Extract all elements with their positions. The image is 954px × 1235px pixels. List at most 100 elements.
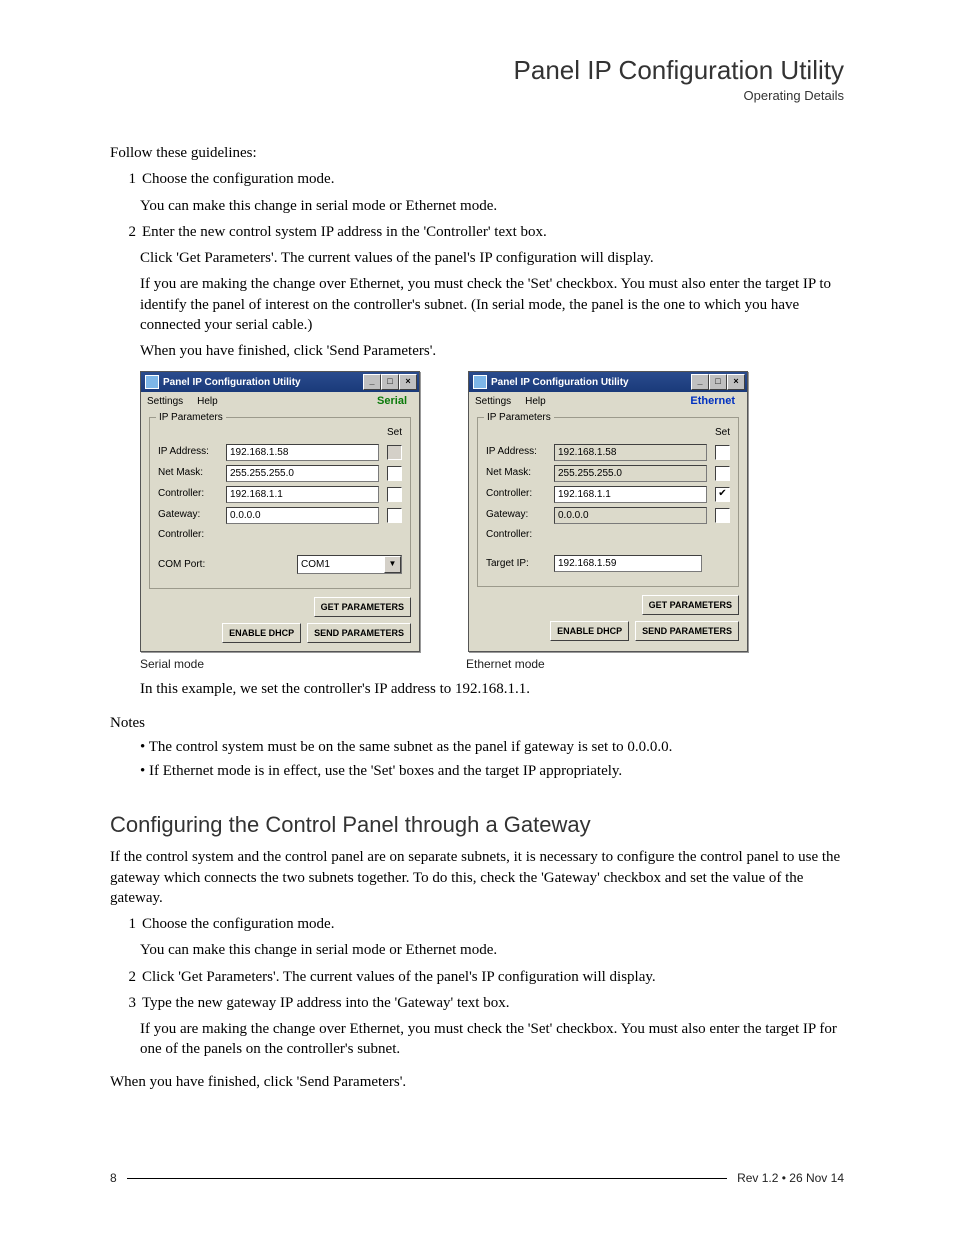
checkbox-gateway-set[interactable] [715,508,730,523]
gstep-1-num: 1 [122,914,136,934]
step-2-num: 2 [122,222,136,242]
minimize-button[interactable]: _ [363,374,381,390]
gstep-3: 3Type the new gateway IP address into th… [130,993,844,1013]
select-comport[interactable]: COM1 ▼ [297,555,402,574]
input-targetip[interactable]: 192.168.1.59 [554,555,702,572]
header-subtitle: Operating Details [110,88,844,103]
mode-label-serial: Serial [377,394,413,409]
maximize-button[interactable]: □ [381,374,399,390]
label-controller2: Controller: [486,528,554,542]
gstep-3-num: 3 [122,993,136,1013]
gstep-1: 1Choose the configuration mode. [130,914,844,934]
enable-dhcp-button[interactable]: ENABLE DHCP [550,621,629,641]
input-ip-readonly: 192.168.1.58 [554,444,707,461]
window-serial: Panel IP Configuration Utility _ □ × Set… [140,371,420,652]
checkbox-mask-set[interactable] [715,466,730,481]
gstep-1-sub: You can make this change in serial mode … [140,940,844,960]
gateway-intro: If the control system and the control pa… [110,847,844,908]
revision-text: Rev 1.2 • 26 Nov 14 [737,1171,844,1185]
mode-label-ethernet: Ethernet [690,394,741,409]
window-title: Panel IP Configuration Utility [163,376,301,390]
label-ip: IP Address: [486,445,554,459]
titlebar: Panel IP Configuration Utility _ □ × [141,372,419,392]
notes-heading: Notes [110,713,844,733]
gateway-end: When you have finished, click 'Send Para… [110,1072,844,1092]
input-controller[interactable]: 192.168.1.1 [554,486,707,503]
note-1: • The control system must be on the same… [140,737,844,757]
chevron-down-icon[interactable]: ▼ [384,556,401,573]
label-ip: IP Address: [158,445,226,459]
step-2-p2: If you are making the change over Ethern… [140,274,844,335]
screenshot-row: Panel IP Configuration Utility _ □ × Set… [140,371,844,652]
set-column-header: Set [158,426,402,440]
menu-help[interactable]: Help [197,395,218,409]
checkbox-ip-set[interactable] [387,445,402,460]
menubar: Settings Help Serial [141,392,419,411]
window-title: Panel IP Configuration Utility [491,376,629,390]
app-icon [145,375,159,389]
step-2: 2Enter the new control system IP address… [130,222,844,242]
menu-help[interactable]: Help [525,395,546,409]
step-1: 1Choose the configuration mode. [130,169,844,189]
note-2: • If Ethernet mode is in effect, use the… [140,761,844,781]
checkbox-controller-set[interactable] [387,487,402,502]
checkbox-controller-set[interactable]: ✔ [715,487,730,502]
input-gateway[interactable]: 0.0.0.0 [226,507,379,524]
input-mask-readonly: 255.255.255.0 [554,465,707,482]
send-parameters-button[interactable]: SEND PARAMETERS [635,621,739,641]
intro-text: Follow these guidelines: [110,143,844,163]
get-parameters-button[interactable]: GET PARAMETERS [642,595,739,615]
body: Follow these guidelines: 1Choose the con… [110,143,844,1092]
gstep-1-text: Choose the configuration mode. [142,916,334,932]
page-header: Panel IP Configuration Utility Operating… [110,55,844,103]
label-controller: Controller: [158,487,226,501]
input-gateway-readonly: 0.0.0.0 [554,507,707,524]
footer-rule [127,1178,727,1179]
select-comport-value: COM1 [301,558,330,572]
input-mask[interactable]: 255.255.255.0 [226,465,379,482]
page: Panel IP Configuration Utility Operating… [0,0,954,1235]
checkbox-mask-set[interactable] [387,466,402,481]
checkbox-gateway-set[interactable] [387,508,402,523]
close-button[interactable]: × [399,374,417,390]
ip-parameters-group: IP Parameters Set IP Address:192.168.1.5… [477,417,739,587]
window-ethernet: Panel IP Configuration Utility _ □ × Set… [468,371,748,652]
group-legend: IP Parameters [484,411,554,425]
gstep-2: 2Click 'Get Parameters'. The current val… [130,967,844,987]
menu-settings[interactable]: Settings [147,395,183,409]
label-comport: COM Port: [158,558,226,572]
get-parameters-button[interactable]: GET PARAMETERS [314,597,411,617]
example-text: In this example, we set the controller's… [140,679,844,699]
step-1-num: 1 [122,169,136,189]
menubar: Settings Help Ethernet [469,392,747,411]
group-legend: IP Parameters [156,411,226,425]
close-button[interactable]: × [727,374,745,390]
enable-dhcp-button[interactable]: ENABLE DHCP [222,623,301,643]
input-ip[interactable]: 192.168.1.58 [226,444,379,461]
minimize-button[interactable]: _ [691,374,709,390]
caption-serial: Serial mode [140,656,418,672]
checkbox-ip-set[interactable] [715,445,730,460]
send-parameters-button[interactable]: SEND PARAMETERS [307,623,411,643]
menu-settings[interactable]: Settings [475,395,511,409]
step-2-p1: Click 'Get Parameters'. The current valu… [140,248,844,268]
step-2-text: Enter the new control system IP address … [142,224,547,240]
step-1-text: Choose the configuration mode. [142,171,334,187]
label-controller: Controller: [486,487,554,501]
step-2-p3: When you have finished, click 'Send Para… [140,341,844,361]
label-mask: Net Mask: [486,466,554,480]
titlebar: Panel IP Configuration Utility _ □ × [469,372,747,392]
label-controller2: Controller: [158,528,226,542]
header-title: Panel IP Configuration Utility [110,55,844,86]
gstep-3-text: Type the new gateway IP address into the… [142,995,509,1011]
caption-ethernet: Ethernet mode [466,656,744,672]
input-controller[interactable]: 192.168.1.1 [226,486,379,503]
label-gateway: Gateway: [158,508,226,522]
label-mask: Net Mask: [158,466,226,480]
section-heading: Configuring the Control Panel through a … [110,810,844,840]
label-targetip: Target IP: [486,557,554,571]
screenshot-captions: Serial mode Ethernet mode [140,656,844,672]
gstep-2-num: 2 [122,967,136,987]
gstep-3-sub: If you are making the change over Ethern… [140,1019,844,1060]
maximize-button[interactable]: □ [709,374,727,390]
